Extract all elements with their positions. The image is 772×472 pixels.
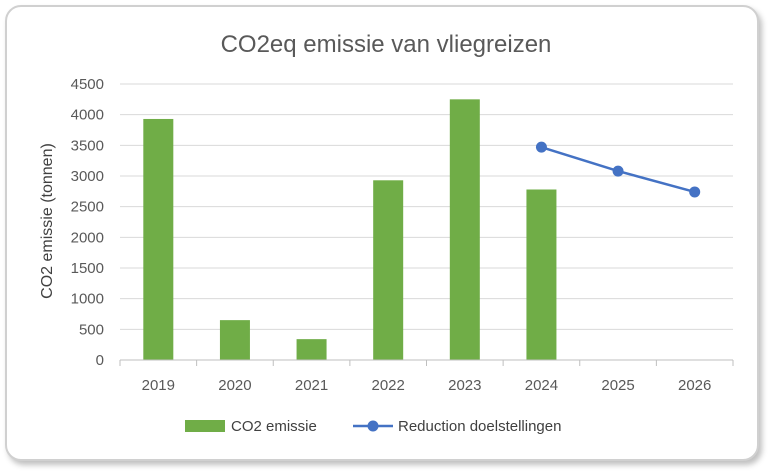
legend-swatch-bar — [185, 420, 225, 432]
y-tick-label: 2500 — [71, 199, 104, 216]
x-tick-label: 2021 — [295, 377, 328, 394]
y-tick-label: 1000 — [71, 291, 104, 308]
legend: CO2 emissie Reduction doelstellingen — [185, 418, 561, 435]
point-2024 — [535, 141, 547, 153]
bar-2019 — [143, 118, 174, 361]
y-tick-label: 4500 — [71, 76, 104, 93]
legend-label-bar: CO2 emissie — [231, 418, 317, 435]
y-axis-label: CO2 emissie (tonnen) — [39, 143, 56, 299]
bar-2024 — [526, 189, 557, 360]
bar-2021 — [296, 339, 327, 360]
gridlines — [120, 83, 733, 330]
x-tick-label: 2026 — [678, 377, 711, 394]
bar-2022 — [373, 180, 404, 360]
x-tick-label: 2023 — [448, 377, 481, 394]
y-tick-label: 4000 — [71, 107, 104, 124]
axes: 0 500 1000 1500 2000 2500 3000 3500 4000 4500 2019… — [71, 76, 734, 394]
y-tick-label: 3500 — [71, 137, 104, 154]
y-tick-label: 0 — [96, 352, 104, 369]
bar-2020 — [219, 320, 250, 360]
line-series — [535, 141, 701, 198]
y-tick-label: 500 — [79, 321, 104, 338]
chart-title: CO2eq emissie van vliegreizen — [221, 31, 552, 58]
y-tick-label: 1500 — [71, 260, 104, 277]
legend-label-line: Reduction doelstellingen — [398, 418, 561, 435]
x-tick-label: 2020 — [218, 377, 251, 394]
bar-2023 — [449, 99, 480, 360]
point-2025 — [612, 165, 624, 177]
x-tick-label: 2022 — [372, 377, 405, 394]
bar-series — [143, 99, 557, 361]
y-tick-label: 2000 — [71, 229, 104, 246]
y-tick-label: 3000 — [71, 168, 104, 185]
point-2026 — [689, 186, 701, 198]
legend-swatch-marker — [367, 420, 379, 432]
x-tick-label: 2025 — [601, 377, 634, 394]
x-tick-label: 2019 — [142, 377, 175, 394]
x-tick-label: 2024 — [525, 377, 558, 394]
